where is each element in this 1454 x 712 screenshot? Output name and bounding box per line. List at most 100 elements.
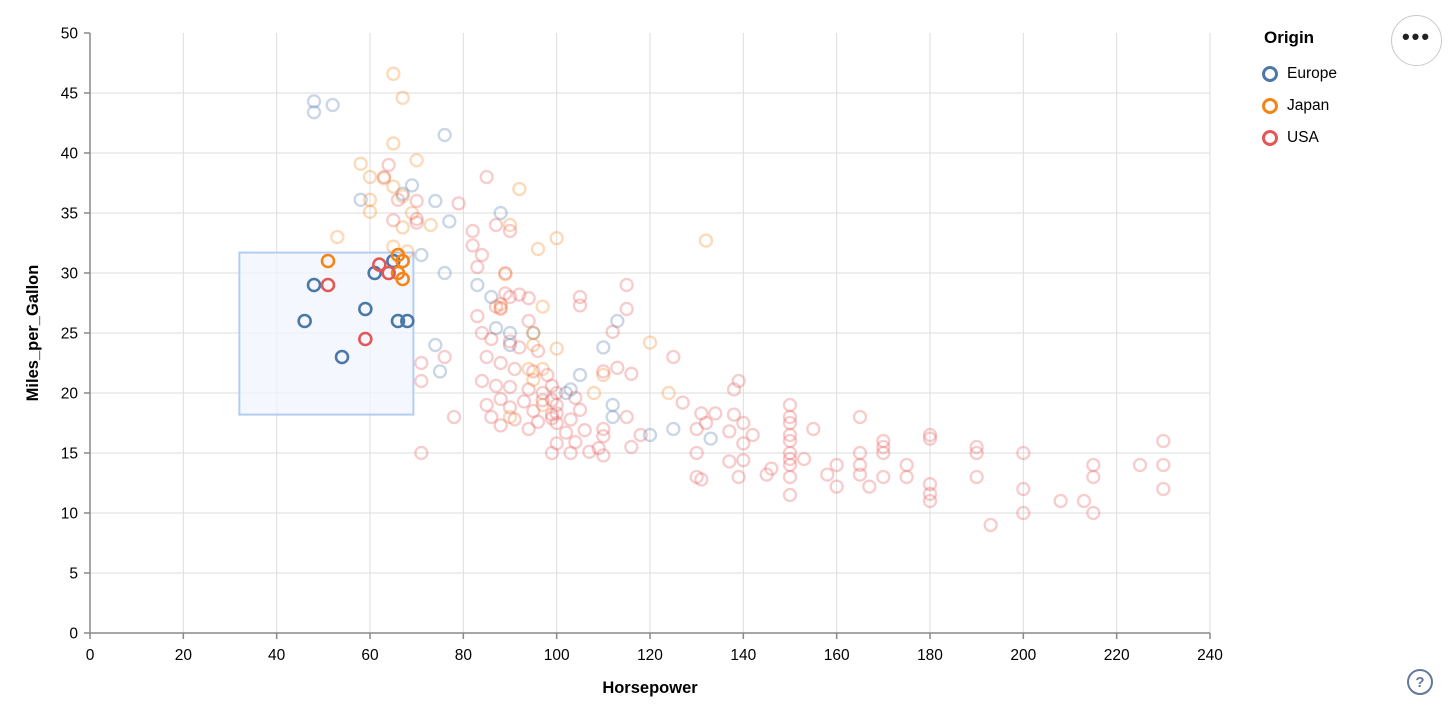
data-point-usa — [563, 412, 578, 427]
data-point-usa — [876, 439, 891, 455]
legend-label: Japan — [1287, 97, 1330, 114]
data-point-japan — [423, 217, 438, 233]
data-point-usa — [689, 421, 704, 437]
data-point-japan — [330, 229, 345, 245]
data-point-japan — [535, 361, 550, 377]
data-point-usa — [1076, 493, 1092, 509]
data-point-usa — [731, 373, 746, 389]
data-point-usa — [544, 407, 560, 422]
data-point-usa — [736, 415, 751, 431]
data-point-usa — [451, 196, 466, 211]
data-point-usa — [577, 423, 592, 438]
x-tick-label: 240 — [1197, 647, 1223, 664]
data-point-usa — [549, 406, 564, 421]
data-point-japan — [409, 153, 424, 168]
data-point-europe — [428, 193, 443, 209]
data-point-europe — [610, 313, 625, 329]
europe-swatch-icon — [1262, 66, 1278, 82]
actions-menu-button[interactable]: ••• — [1391, 15, 1442, 66]
data-point-selected-usa — [372, 257, 387, 272]
data-point-usa — [689, 469, 704, 485]
data-point-usa — [922, 486, 938, 501]
data-point-usa — [876, 433, 891, 449]
data-point-selected-europe — [334, 349, 350, 365]
data-point-japan — [493, 297, 508, 312]
brush-selection[interactable] — [238, 251, 415, 416]
data-point-usa — [409, 193, 424, 209]
data-point-usa — [502, 379, 518, 395]
data-point-usa — [969, 439, 984, 455]
data-point-usa — [922, 431, 938, 446]
data-point-japan — [498, 267, 513, 282]
data-point-usa — [862, 479, 877, 494]
data-point-japan — [512, 181, 527, 197]
data-point-usa — [624, 366, 639, 381]
data-point-usa — [969, 445, 984, 461]
legend-title: Origin — [1264, 28, 1315, 47]
data-point-usa — [899, 457, 914, 473]
data-point-usa — [521, 291, 536, 306]
data-point-usa — [782, 445, 798, 461]
data-point-japan — [596, 367, 611, 383]
data-point-usa — [694, 406, 709, 421]
data-point-usa — [563, 445, 578, 461]
data-point-usa — [796, 451, 812, 467]
data-point-usa — [376, 169, 392, 185]
y-axis-title: Miles_per_Gallon — [24, 265, 42, 402]
data-point-usa — [484, 409, 499, 425]
x-tick-label: 80 — [455, 647, 473, 664]
data-point-japan — [386, 179, 401, 194]
data-point-usa — [610, 360, 625, 375]
x-tick-label: 120 — [637, 647, 663, 664]
data-point-japan — [502, 217, 518, 233]
help-button[interactable]: ? — [1407, 669, 1433, 695]
data-point-usa — [624, 439, 639, 455]
data-point-japan — [376, 171, 392, 186]
data-point-usa — [1086, 469, 1101, 485]
data-point-usa — [596, 364, 611, 379]
data-point-usa — [544, 393, 560, 408]
data-point-usa — [414, 355, 429, 371]
data-point-japan — [526, 337, 541, 353]
y-tick-label: 30 — [61, 266, 79, 283]
data-point-usa — [619, 409, 634, 425]
data-point-usa — [736, 436, 751, 451]
legend-item-japan: Japan — [1262, 90, 1392, 122]
data-point-usa — [782, 469, 798, 485]
data-point-usa — [465, 223, 480, 239]
data-point-japan — [362, 204, 378, 219]
data-point-usa — [596, 448, 611, 463]
data-point-selected-europe — [358, 301, 373, 317]
y-tick-label: 10 — [61, 506, 79, 523]
legend-label: Europe — [1287, 65, 1337, 82]
data-point-europe — [642, 427, 658, 443]
data-point-usa — [507, 361, 522, 377]
japan-swatch-icon — [1262, 98, 1278, 114]
data-point-japan — [535, 299, 550, 314]
data-point-usa — [479, 169, 494, 185]
data-point-usa — [549, 436, 564, 451]
data-point-usa — [1016, 505, 1031, 521]
data-point-usa — [782, 433, 798, 449]
x-tick-label: 200 — [1010, 647, 1036, 664]
y-tick-label: 0 — [69, 626, 78, 643]
data-point-usa — [512, 340, 527, 355]
data-point-usa — [922, 493, 938, 509]
data-point-japan — [642, 335, 658, 350]
data-point-selected-japan — [395, 253, 410, 269]
data-point-usa — [544, 378, 560, 393]
y-tick-label: 40 — [61, 146, 79, 163]
data-point-usa — [544, 445, 560, 461]
data-point-usa — [876, 469, 891, 485]
x-tick-label: 220 — [1104, 647, 1130, 664]
legend-item-europe: Europe — [1262, 58, 1392, 90]
y-tick-label: 5 — [69, 566, 78, 583]
data-point-usa — [470, 259, 485, 275]
data-point-usa — [782, 397, 798, 413]
data-point-europe — [493, 205, 508, 221]
data-point-europe — [437, 127, 452, 143]
data-point-europe — [442, 214, 457, 229]
legend-item-usa: USA — [1262, 122, 1392, 154]
data-point-usa — [409, 215, 424, 230]
